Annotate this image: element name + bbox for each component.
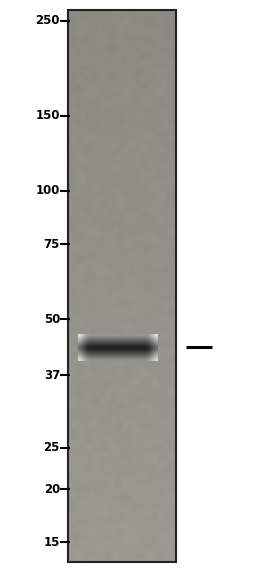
Text: 150: 150 xyxy=(36,109,60,122)
Text: 75: 75 xyxy=(44,237,60,251)
Text: 20: 20 xyxy=(44,483,60,495)
Text: 250: 250 xyxy=(36,14,60,27)
Text: 37: 37 xyxy=(44,368,60,382)
Text: 100: 100 xyxy=(36,184,60,197)
Bar xyxy=(68,10,176,562)
Text: 15: 15 xyxy=(44,536,60,549)
Text: 50: 50 xyxy=(44,313,60,325)
Text: 25: 25 xyxy=(44,441,60,454)
Text: kDa: kDa xyxy=(29,0,58,2)
